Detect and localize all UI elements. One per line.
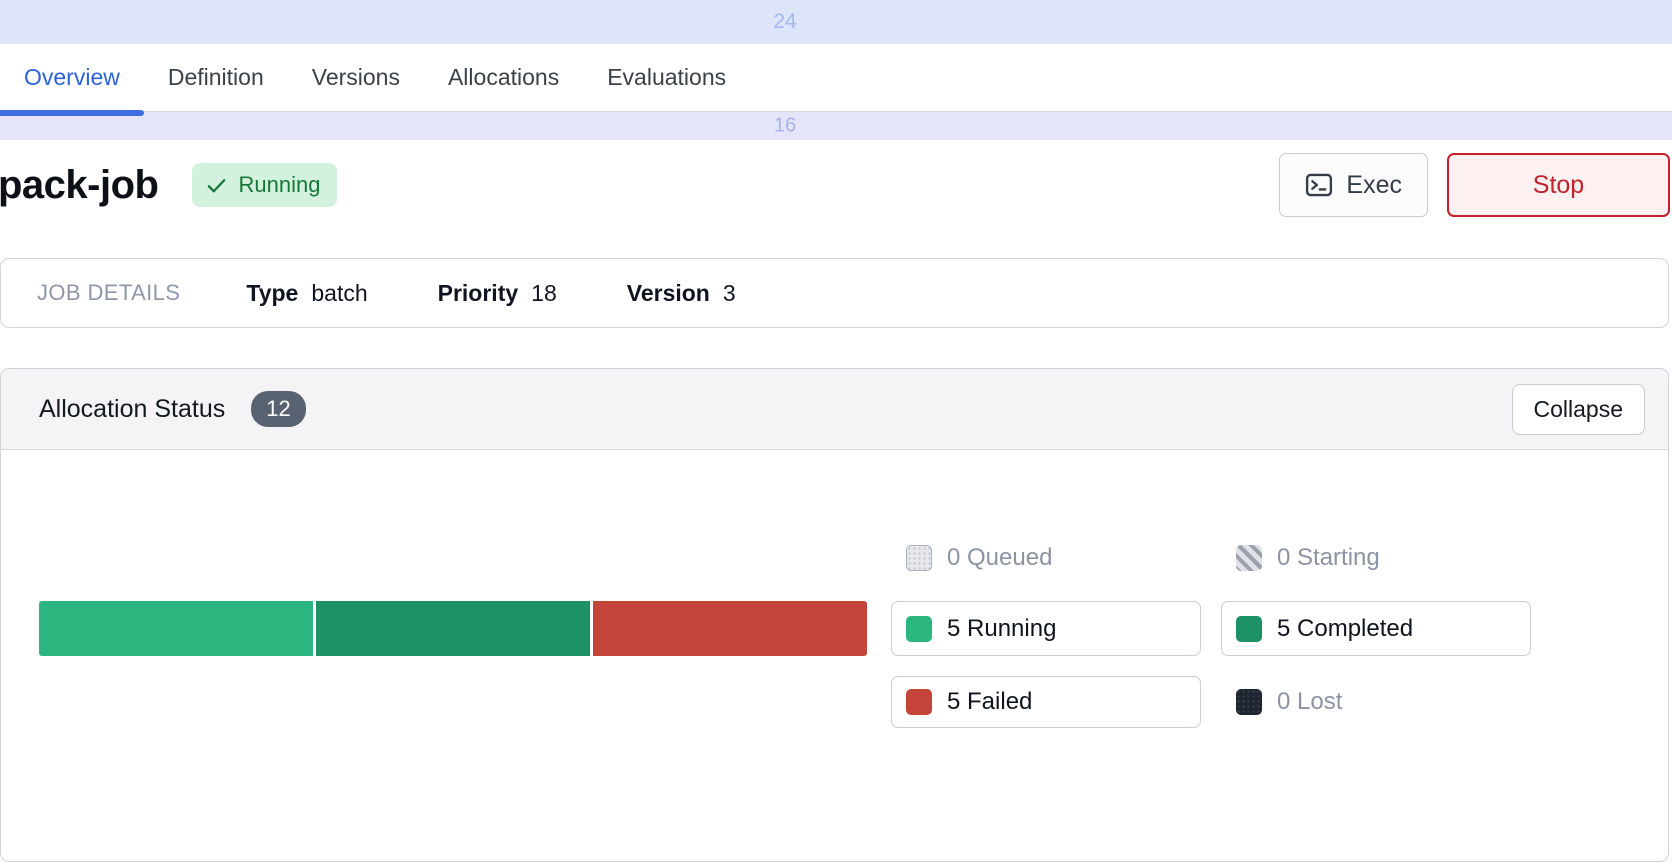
legend-label-failed: 5 Failed [947, 688, 1033, 715]
tab-versions[interactable]: Versions [311, 64, 400, 90]
bar-segment-failed[interactable] [593, 601, 867, 656]
stop-button-label: Stop [1532, 170, 1585, 199]
tab-evaluations[interactable]: Evaluations [607, 64, 727, 90]
tab-allocations[interactable]: Allocations [447, 64, 560, 90]
legend-swatch-lost [1236, 689, 1262, 715]
legend-label-starting: 0 Starting [1277, 544, 1380, 571]
job-detail-type-label: Type [246, 279, 299, 306]
job-details-heading: JOB DETAILS [37, 280, 181, 305]
legend-item-starting: 0 Starting [1221, 540, 1531, 576]
legend-swatch-starting [1236, 545, 1262, 571]
exec-button-label: Exec [1346, 170, 1402, 199]
status-badge: Running [192, 163, 338, 207]
legend-row: 5 Running 5 Completed [891, 601, 1531, 656]
terminal-icon [1306, 173, 1333, 197]
job-detail-version-value: 3 [722, 279, 736, 306]
allocation-status-title: Allocation Status [39, 394, 226, 423]
legend-label-running: 5 Running [947, 614, 1057, 642]
allocation-chart-column [39, 540, 867, 728]
legend-label-queued: 0 Queued [947, 544, 1053, 571]
job-header: pack-job Running Exec Stop [0, 140, 1672, 230]
legend-swatch-queued [906, 545, 932, 571]
bar-segment-running[interactable] [39, 601, 313, 656]
legend-swatch-failed [906, 689, 932, 715]
check-icon [208, 178, 226, 192]
spacing-ruler-top: 24 [0, 0, 1672, 44]
bar-segment-completed[interactable] [316, 601, 590, 656]
allocation-count-badge: 12 [251, 391, 306, 427]
tab-definition[interactable]: Definition [167, 64, 264, 90]
spacing-ruler-middle: 16 [0, 112, 1672, 140]
job-detail-version: Version 3 [627, 280, 736, 307]
legend-swatch-running [906, 615, 932, 642]
job-tab-bar: Overview Definition Versions Allocations… [0, 44, 1672, 116]
header-actions: Exec Stop [1279, 153, 1670, 217]
legend-item-completed[interactable]: 5 Completed [1221, 601, 1531, 656]
collapse-button-label: Collapse [1533, 395, 1624, 422]
legend-item-queued: 0 Queued [891, 540, 1201, 576]
allocation-status-body: 0 Queued 0 Starting 5 Running 5 Completed 5 … [1, 450, 1668, 728]
legend-item-running[interactable]: 5 Running [891, 601, 1201, 656]
legend-row: 0 Queued 0 Starting [891, 540, 1531, 576]
allocation-legend: 0 Queued 0 Starting 5 Running 5 Completed 5 … [891, 540, 1531, 728]
legend-swatch-completed [1236, 615, 1262, 642]
tab-overview[interactable]: Overview [0, 44, 144, 116]
allocation-status-panel: Allocation Status 12 Collapse 0 Queued 0 … [0, 368, 1669, 862]
allocation-stacked-bar [39, 601, 867, 656]
collapse-button[interactable]: Collapse [1511, 383, 1645, 435]
allocation-status-header: Allocation Status 12 Collapse [1, 369, 1668, 450]
legend-label-lost: 0 Lost [1277, 688, 1343, 715]
job-detail-priority-value: 18 [531, 279, 557, 306]
legend-row: 5 Failed 0 Lost [891, 676, 1531, 728]
job-detail-priority-label: Priority [437, 279, 519, 306]
job-detail-priority: Priority 18 [438, 280, 557, 307]
job-detail-version-label: Version [626, 279, 710, 306]
spacing-ruler-top-value: 24 [773, 10, 797, 33]
legend-item-failed[interactable]: 5 Failed [891, 676, 1201, 728]
status-badge-label: Running [238, 172, 321, 197]
legend-label-completed: 5 Completed [1277, 614, 1414, 642]
job-detail-type-value: batch [311, 279, 368, 306]
spacing-ruler-middle-value: 16 [773, 114, 797, 137]
job-detail-type: Type batch [246, 280, 367, 307]
stop-button[interactable]: Stop [1447, 153, 1670, 217]
exec-button[interactable]: Exec [1279, 153, 1428, 217]
job-details-card: JOB DETAILS Type batch Priority 18 Versi… [0, 258, 1669, 328]
legend-item-lost: 0 Lost [1221, 676, 1531, 728]
page-title: pack-job [0, 162, 159, 207]
